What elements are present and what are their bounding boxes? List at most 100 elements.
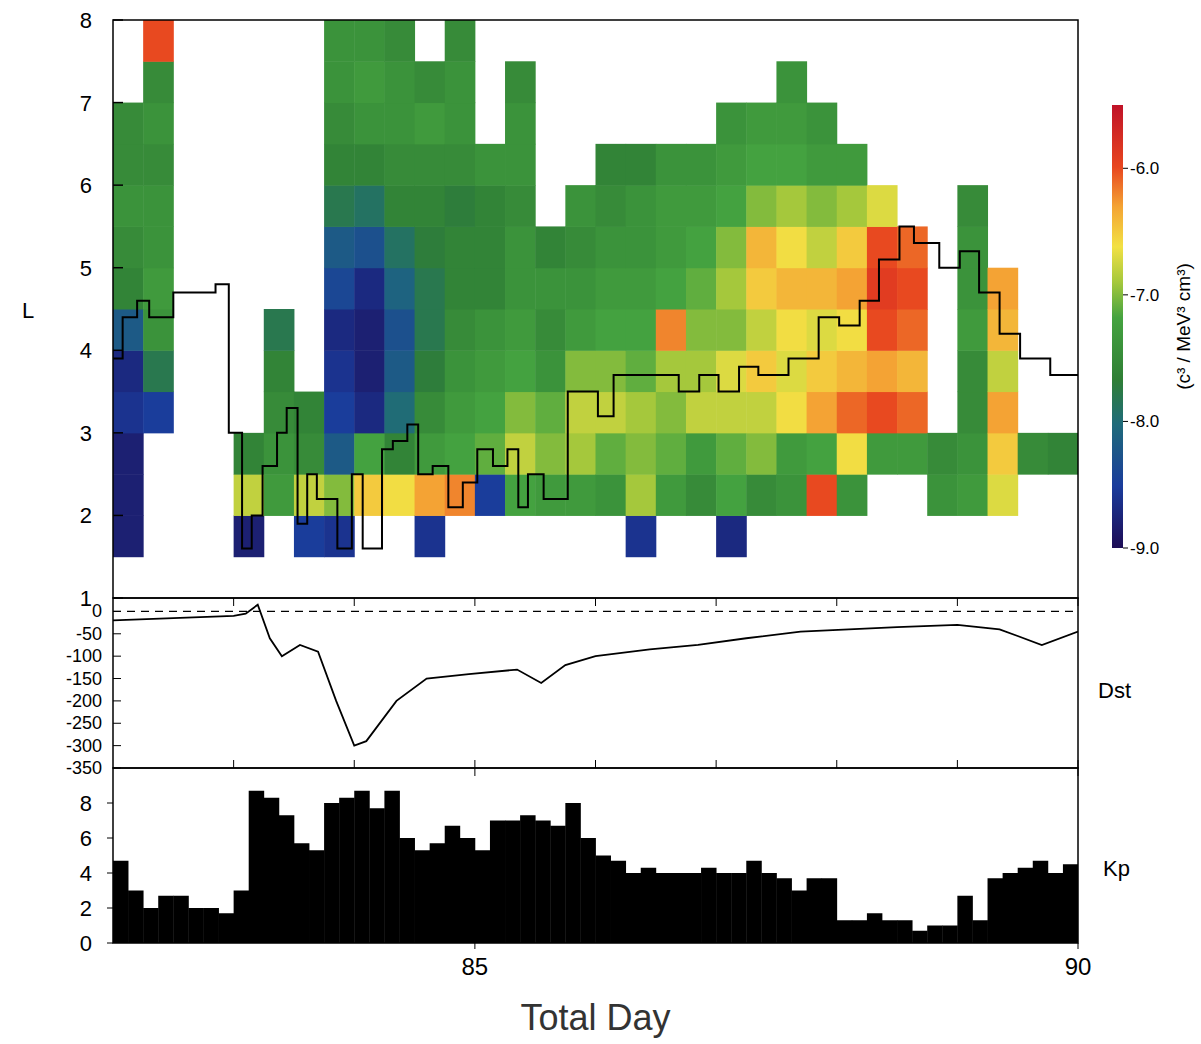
y-tick-label: -350 (66, 758, 102, 778)
heatmap-cell (897, 226, 928, 268)
heatmap-cell (354, 392, 385, 434)
heatmap-cell (384, 268, 415, 310)
heatmap-cell (264, 309, 295, 351)
kp-bar (1048, 873, 1063, 943)
plot-frame (113, 20, 1078, 598)
heatmap-cell (354, 433, 385, 475)
kp-bar (369, 808, 384, 943)
heatmap-cell (776, 392, 807, 434)
heatmap-cell (324, 515, 355, 557)
kp-bar (460, 838, 475, 943)
kp-bar (852, 920, 867, 943)
heatmap-cell (384, 61, 415, 103)
heatmap-cell (988, 350, 1019, 392)
y-tick (113, 633, 121, 634)
kp-bar (309, 850, 324, 943)
heatmap-cell (505, 433, 536, 475)
heatmap-cell (656, 144, 687, 186)
heatmap-cell (264, 350, 295, 392)
x-tick (354, 598, 355, 606)
kp-bar (927, 926, 942, 944)
kp-bar (173, 896, 188, 943)
heatmap-cell (988, 392, 1019, 434)
y-tick-label: 8 (80, 791, 92, 816)
kp-bar (339, 798, 354, 943)
heatmap-cell (626, 226, 657, 268)
heatmap-cell (445, 392, 476, 434)
y-tick (107, 803, 113, 804)
heatmap-cell (415, 185, 446, 227)
y-tick-label: 0 (80, 931, 92, 956)
heatmap-cell (716, 268, 747, 310)
y-tick-label: -100 (66, 646, 102, 666)
heatmap-cell (143, 350, 174, 392)
heatmap-cell (143, 309, 174, 351)
heatmap-cell (807, 309, 838, 351)
kp-bar (219, 913, 234, 943)
kp-bar (731, 873, 746, 943)
heatmap-cell (746, 144, 777, 186)
kp-bar (776, 878, 791, 943)
heatmap-cell (475, 474, 506, 516)
kp-bar (867, 913, 882, 943)
heatmap-cell (656, 474, 687, 516)
heatmap-cell (776, 474, 807, 516)
heatmap-cell (354, 350, 385, 392)
heatmap-cell (837, 474, 868, 516)
heatmap-cell (776, 350, 807, 392)
y-tick (113, 745, 121, 746)
panel-label: Dst (1098, 678, 1131, 703)
heatmap-cell (475, 144, 506, 186)
x-tick (1078, 943, 1079, 949)
kp-bar (475, 850, 490, 943)
heatmap-cell (807, 474, 838, 516)
heatmap-cell (143, 268, 174, 310)
heatmap-cell (565, 309, 596, 351)
heatmap-cell (596, 226, 627, 268)
heatmap-cell (867, 268, 898, 310)
heatmap-cell (445, 350, 476, 392)
heatmap-cell (957, 433, 988, 475)
heatmap-cell (324, 392, 355, 434)
y-axis-title: L (22, 298, 34, 323)
heatmap-cell (656, 268, 687, 310)
heatmap-cell (626, 185, 657, 227)
heatmap-cell (354, 103, 385, 145)
y-tick-label: 2 (80, 503, 92, 528)
kp-bar (837, 920, 852, 943)
heatmap-cell (957, 309, 988, 351)
colorbar-tick (1123, 168, 1128, 169)
heatmap-cell (354, 185, 385, 227)
kp-bar (203, 908, 218, 943)
heatmap-cell (716, 144, 747, 186)
colorbar-tick (1123, 294, 1128, 295)
kp-bar (1018, 868, 1033, 943)
heatmap-cell (415, 350, 446, 392)
heatmap-cell (354, 309, 385, 351)
heatmap-cell (626, 392, 657, 434)
heatmap-cell (143, 226, 174, 268)
heatmap-cell (565, 268, 596, 310)
heatmap-cell (837, 185, 868, 227)
heatmap-cell (746, 474, 777, 516)
heatmap-cell (988, 268, 1019, 310)
y-tick-label: 4 (80, 338, 92, 363)
colorbar-tick-label: -7.0 (1130, 286, 1159, 305)
heatmap-cell (837, 309, 868, 351)
heatmap-cell (234, 474, 265, 516)
heatmap-cell (988, 433, 1019, 475)
x-tick (474, 943, 475, 949)
kp-bar (716, 873, 731, 943)
heatmap-cell (686, 226, 717, 268)
kp-bar (234, 891, 249, 944)
heatmap-cell (807, 433, 838, 475)
y-tick (107, 873, 113, 874)
heatmap-cell (384, 144, 415, 186)
kp-bar (399, 838, 414, 943)
heatmap-cell (897, 268, 928, 310)
heatmap-cell (565, 226, 596, 268)
heatmap-cell (445, 309, 476, 351)
heatmap-cell (716, 103, 747, 145)
x-axis-title: Total Day (520, 997, 670, 1038)
y-tick-label: 6 (80, 826, 92, 851)
